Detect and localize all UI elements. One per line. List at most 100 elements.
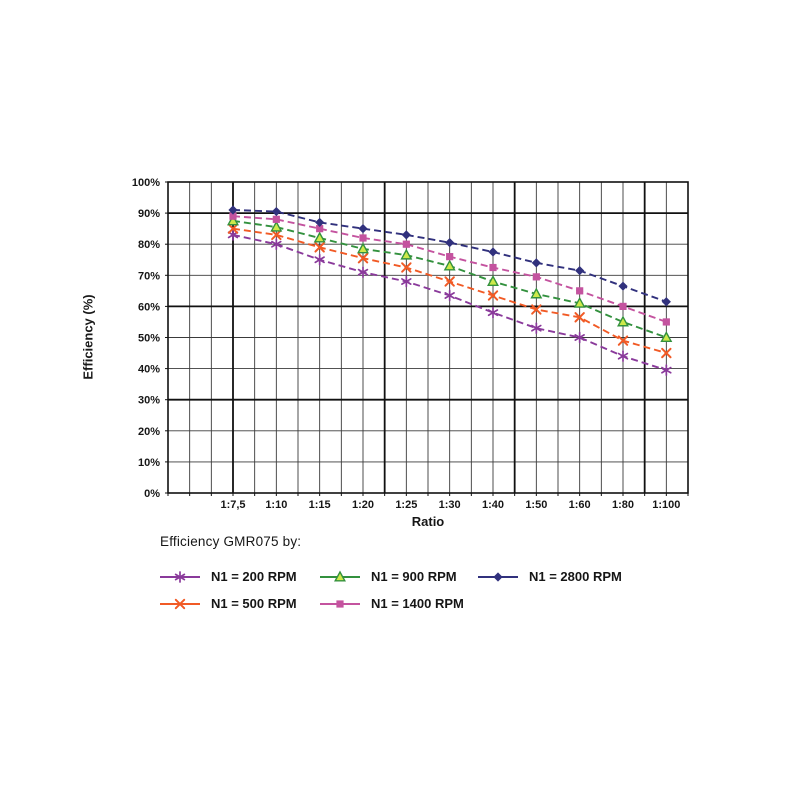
data-point [174,598,186,609]
series-n1-200-rpm [227,229,672,377]
legend-grid: N1 = 200 RPM N1 = 500 RPM N1 = 900 RPM N1 =… [160,563,640,617]
data-point [489,263,497,272]
legend-item-label: N1 = 900 RPM [371,569,457,584]
data-point [227,214,239,226]
data-point [357,252,369,264]
data-point [493,571,503,582]
chart-legend: Efficiency GMR075 by: N1 = 200 RPM N1 = 5… [160,534,640,617]
data-point [661,297,671,307]
data-point [401,230,411,240]
legend-item-n1-500-rpm: N1 = 500 RPM [160,596,320,611]
data-point [618,281,628,291]
y-tick-label: 0% [144,488,160,500]
data-point [444,276,455,287]
x-tick-label: 1:10 [265,499,287,511]
gridlines-minor [168,182,688,493]
x-axis-tick-labels: 1:7,5 1:10 1:15 1:20 1:25 1:30 1:40 1:50 1:60 1:8… [220,499,680,511]
y-tick-label: 90% [138,208,160,220]
y-tick-label: 30% [138,395,160,407]
data-point [227,229,239,241]
legend-marker-icon [320,599,360,608]
data-point [271,229,282,241]
x-tick-label: 1:30 [439,499,461,511]
x-tick-label: 1:50 [525,499,547,511]
y-tick-label: 10% [138,457,160,469]
data-point [401,275,412,288]
data-point [576,287,584,295]
data-point [531,304,542,315]
data-point [271,238,282,251]
series-n1-900-rpm [227,214,673,342]
data-point [402,240,410,248]
data-point [314,253,325,266]
data-point [574,312,585,323]
data-point [174,570,186,583]
data-point [531,258,541,268]
data-point [401,262,412,273]
x-tick-label: 1:25 [395,499,417,511]
data-point [272,215,280,223]
x-tick-label: 1:7,5 [220,499,245,511]
x-tick-label: 1:100 [652,499,680,511]
x-axis-title: Ratio [412,514,445,529]
y-tick-label: 40% [138,364,160,376]
data-point [446,253,454,261]
legend-item-label: N1 = 200 RPM [211,569,297,584]
x-tick-label: 1:40 [482,499,504,511]
series-n1-500-rpm [227,223,672,359]
x-tick-label: 1:20 [352,499,374,511]
series-line [232,209,667,303]
data-point [227,223,239,234]
data-point [336,599,344,608]
data-point [359,234,367,242]
data-point [357,266,369,279]
y-tick-label: 50% [138,333,160,345]
data-point [487,275,499,287]
legend-item-n1-1400-rpm: N1 = 1400 RPM [320,596,478,611]
data-point [575,266,585,276]
gridlines-major [168,182,688,493]
data-point [488,247,498,257]
data-point [270,220,283,232]
data-point [662,318,670,326]
data-point [271,206,281,217]
data-point [487,290,499,301]
legend-item-label: N1 = 500 RPM [211,596,297,611]
data-point [314,242,325,253]
data-point [316,225,324,233]
data-point [313,231,326,243]
axis-ticks [165,181,689,496]
series-n1-2800-rpm [228,205,671,307]
data-point [445,238,455,248]
legend-marker-icon [478,571,518,582]
x-tick-label: 1:80 [612,499,634,511]
data-point [532,273,540,281]
legend-item-n1-200-rpm: N1 = 200 RPM [160,569,320,584]
legend-marker-icon [160,598,200,609]
legend-item-label: N1 = 1400 RPM [371,596,464,611]
y-tick-label: 70% [138,270,160,282]
y-tick-label: 60% [138,301,160,313]
data-point [400,248,413,260]
legend-item-n1-2800-rpm: N1 = 2800 RPM [478,569,640,584]
data-point [660,331,673,342]
legend-item-label: N1 = 2800 RPM [529,569,622,584]
data-point [444,289,455,302]
legend-marker-icon [160,570,200,583]
y-tick-label: 80% [138,239,160,251]
data-point [443,259,456,271]
y-tick-label: 100% [132,177,160,189]
legend-marker-icon [320,570,360,581]
legend-title: Efficiency GMR075 by: [160,534,302,549]
data-point [661,364,672,377]
data-point [487,306,499,319]
data-point [229,212,237,220]
data-point [228,205,238,215]
data-point [617,350,629,363]
data-point [573,296,586,308]
data-point [531,322,542,335]
data-point [530,287,543,299]
data-point [661,347,672,359]
